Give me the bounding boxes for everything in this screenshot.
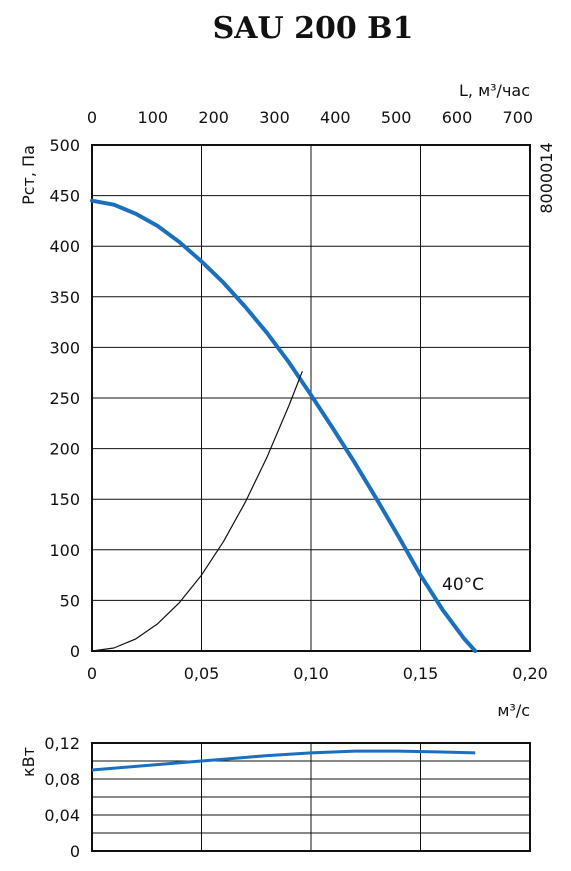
x2-tick-label: 500 xyxy=(381,108,412,127)
top-axis-label: L, м³/час xyxy=(459,81,530,100)
x-tick-label: 0 xyxy=(87,664,97,683)
power-axis-label: кВт xyxy=(19,747,38,777)
chart-title: SAU 200 B1 xyxy=(213,11,414,46)
x-tick-label: 0,05 xyxy=(184,664,220,683)
power-y-tick-label: 0,04 xyxy=(44,806,80,825)
y-axis-label: Рст, Па xyxy=(19,145,38,205)
power-plot-frame xyxy=(91,742,531,852)
power-plot: 0 0,04 0,08 0,12 xyxy=(44,734,531,861)
x2-tick-label: 200 xyxy=(198,108,229,127)
y-tick-label: 250 xyxy=(49,389,80,408)
x2-tick-label: 400 xyxy=(320,108,351,127)
system-curve xyxy=(91,371,303,652)
power-y-tick-label: 0,12 xyxy=(44,734,80,753)
y-tick-label: 100 xyxy=(49,541,80,560)
x-axis-label: м³/с xyxy=(497,701,530,720)
y-tick-label: 300 xyxy=(49,338,80,357)
x-tick-label: 0,10 xyxy=(293,664,329,683)
x2-tick-label: 0 xyxy=(87,108,97,127)
series-label-40c: 40°C xyxy=(442,575,484,595)
plot-frame xyxy=(91,144,531,652)
x2-tick-label: 700 xyxy=(503,108,534,127)
y-tick-label: 200 xyxy=(49,440,80,459)
power-curve xyxy=(91,749,476,772)
pressure-plot: 0 50 100 150 200 250 300 350 400 450 500 0 0,05 0,10 0… xyxy=(49,108,547,683)
pressure-curve-40c xyxy=(90,198,478,653)
y-tick-label: 400 xyxy=(49,237,80,256)
y-tick-label: 0 xyxy=(70,642,80,661)
x2-tick-label: 100 xyxy=(138,108,169,127)
power-y-tick-label: 0 xyxy=(70,842,80,861)
power-y-tick-label: 0,08 xyxy=(44,770,80,789)
product-code: 8000014 xyxy=(537,142,556,213)
x-tick-label: 0,15 xyxy=(403,664,439,683)
x2-tick-label: 600 xyxy=(442,108,473,127)
y-tick-label: 350 xyxy=(49,288,80,307)
y-tick-label: 150 xyxy=(49,490,80,509)
y-tick-label: 450 xyxy=(49,187,80,206)
y-tick-label: 50 xyxy=(60,591,80,610)
x-tick-label: 0,20 xyxy=(512,664,548,683)
x2-tick-label: 300 xyxy=(259,108,290,127)
y-tick-label: 500 xyxy=(49,136,80,155)
